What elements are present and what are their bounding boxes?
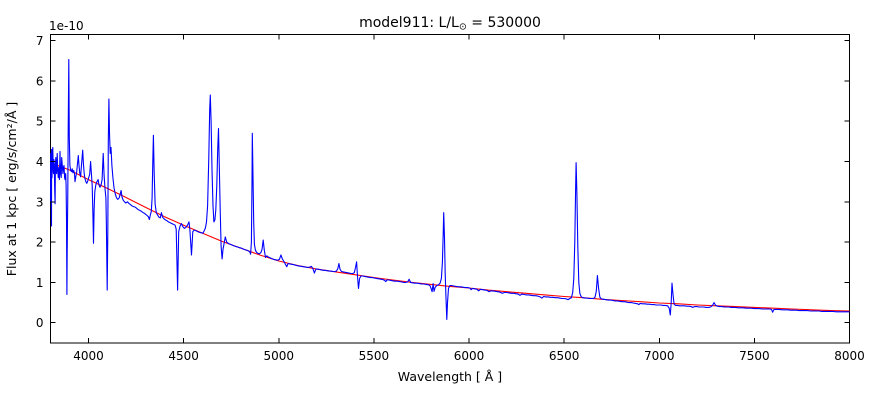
x-tick-label: 7000 — [644, 349, 675, 363]
continuum-line — [50, 162, 850, 312]
axes-frame — [50, 34, 850, 344]
y-tick-label: 7 — [36, 34, 44, 48]
spectrum-line — [49, 58, 850, 321]
y-tick-labels: 0 1 2 3 4 5 6 7 — [36, 34, 44, 330]
plot-title: model911: L/L⊙ = 530000 — [359, 15, 541, 33]
y-tick-label: 3 — [36, 195, 44, 209]
x-tick-labels: 4000 4500 5000 5500 6000 6500 7000 7500 8000 — [73, 349, 864, 363]
y-tick-label: 6 — [36, 74, 44, 88]
x-tick-label: 7500 — [739, 349, 770, 363]
x-tick-label: 4000 — [73, 349, 104, 363]
y-tick-label: 4 — [36, 155, 44, 169]
y-tick-label: 0 — [36, 316, 44, 330]
title-prefix: model911: L/L — [359, 15, 459, 31]
x-ticks — [88, 34, 850, 343]
y-axis-label: Flux at 1 kpc [ erg/s/cm²/Å ] — [4, 102, 19, 276]
y-tick-label: 1 — [36, 276, 44, 290]
x-tick-label: 8000 — [834, 349, 865, 363]
x-axis-label: Wavelength [ Å ] — [398, 369, 502, 384]
sun-symbol: ⊙ — [459, 22, 467, 33]
x-tick-label: 5500 — [359, 349, 390, 363]
y-offset-label: 1e-10 — [49, 19, 84, 33]
x-tick-label: 6000 — [454, 349, 485, 363]
title-suffix: = 530000 — [467, 15, 541, 31]
y-tick-label: 5 — [36, 115, 44, 129]
x-tick-label: 6500 — [549, 349, 580, 363]
x-tick-label: 5000 — [264, 349, 295, 363]
x-tick-label: 4500 — [168, 349, 199, 363]
y-tick-label: 2 — [36, 236, 44, 250]
y-ticks — [50, 40, 850, 324]
